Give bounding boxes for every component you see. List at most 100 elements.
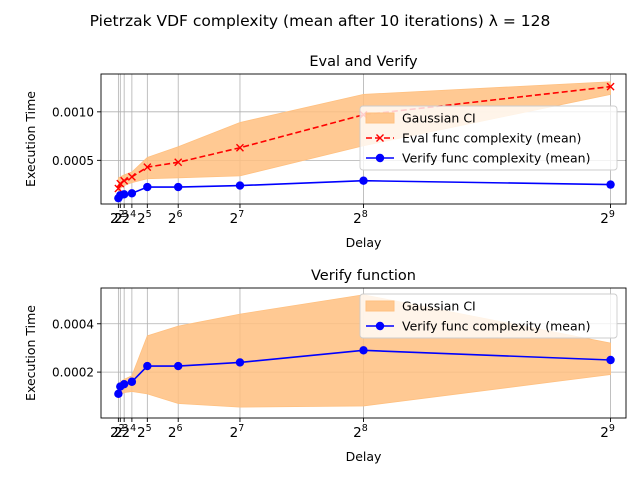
chart-title: Eval and Verify [309, 54, 418, 70]
x-tick-exponent: 3 [122, 209, 128, 220]
x-tick-exponent: 7 [238, 209, 244, 220]
x-tick-exponent: 5 [146, 209, 152, 220]
x-tick-base: 2 [114, 211, 123, 227]
y-tick-label: 0.0010 [52, 105, 94, 119]
x-tick-label: 23 [114, 423, 129, 441]
legend-label: Gaussian CI [402, 111, 476, 126]
data-point-x [235, 143, 244, 152]
x-tick-label: 27 [230, 423, 245, 441]
data-point [127, 189, 137, 198]
x-tick-base: 2 [168, 211, 177, 227]
y-tick-label: 0.0005 [52, 154, 94, 168]
data-point [174, 182, 183, 192]
x-tick-base: 2 [353, 211, 362, 227]
legend-label: Eval func complexity (mean) [402, 131, 581, 146]
x-tick-exponent: 4 [130, 209, 136, 220]
x-tick-label: 26 [168, 209, 183, 227]
x-tick-base: 2 [114, 211, 123, 227]
x-tick-exponent: 8 [362, 209, 368, 220]
x-tick-base: 2 [114, 425, 123, 441]
data-point [359, 176, 368, 185]
x-tick-exponent: 6 [176, 423, 182, 434]
data-point [119, 379, 129, 389]
x-tick-base: 2 [122, 211, 131, 227]
legend-frame [359, 293, 618, 339]
data-point-x [114, 184, 123, 193]
data-point [606, 180, 615, 189]
x-tick-exponent: 2 [119, 423, 125, 434]
x-tick-base: 2 [168, 425, 177, 441]
x-tick-label: 28 [353, 423, 368, 441]
x-tick-base: 2 [353, 425, 362, 441]
data-point-x [127, 172, 136, 181]
data-point-x [174, 158, 183, 167]
legend-marker [375, 153, 385, 163]
data-point [143, 182, 152, 192]
data-point-x [120, 176, 129, 185]
x-tick-label: 2 [114, 425, 123, 441]
data-point [606, 355, 615, 365]
figure-suptitle: Pietrzak VDF complexity (mean after 10 i… [90, 12, 551, 30]
x-axis-label: Delay [346, 449, 382, 464]
x-tick-label: 23 [114, 209, 129, 227]
x-tick-exponent: 3 [122, 423, 128, 434]
x-tick-exponent: 2 [119, 209, 125, 220]
x-tick-label: 2 [114, 211, 123, 227]
x-tick-base: 2 [114, 425, 123, 441]
x-tick-base: 2 [230, 425, 239, 441]
x-tick-base: 2 [122, 425, 131, 441]
x-tick-base: 2 [600, 211, 609, 227]
legend-marker-x [376, 134, 384, 142]
x-tick-exponent: 8 [362, 423, 368, 434]
x-tick-exponent: 9 [609, 209, 615, 220]
y-axis-label: Execution Time [23, 91, 38, 187]
x-tick-label: 25 [137, 209, 152, 227]
legend-marker [375, 321, 385, 331]
x-tick-base: 2 [110, 425, 119, 441]
data-point [127, 377, 137, 386]
y-tick-label: 0.0004 [52, 317, 94, 331]
x-tick-label: 29 [600, 423, 615, 441]
data-point [235, 181, 245, 190]
data-point [359, 346, 368, 355]
x-tick-exponent: 6 [176, 209, 182, 220]
legend-label: Verify func complexity (mean) [402, 151, 590, 166]
x-tick-exponent: 7 [238, 423, 244, 434]
x-tick-label: 24 [122, 209, 137, 227]
x-tick-exponent: 5 [146, 423, 152, 434]
x-tick-base: 2 [230, 211, 239, 227]
data-point [174, 361, 183, 371]
chart-title: Verify function [311, 268, 416, 284]
x-tick-label: 22 [110, 423, 125, 441]
legend-label: Verify func complexity (mean) [402, 319, 590, 334]
x-tick-base: 2 [110, 211, 119, 227]
x-tick-label: 24 [122, 423, 137, 441]
data-point [119, 190, 129, 199]
legend-swatch-band [365, 300, 395, 312]
x-tick-base: 2 [137, 425, 146, 441]
x-tick-label: 22 [110, 209, 125, 227]
y-tick-label: 0.0002 [52, 366, 94, 380]
data-point-x [606, 82, 615, 91]
data-point [114, 389, 123, 399]
x-tick-label: 25 [137, 423, 152, 441]
x-tick-base: 2 [137, 211, 146, 227]
y-axis-label: Execution Time [23, 305, 38, 401]
data-point [143, 361, 152, 371]
x-tick-base: 2 [600, 425, 609, 441]
x-tick-exponent: 4 [130, 423, 136, 434]
legend-label: Gaussian CI [402, 299, 476, 314]
data-point [235, 358, 245, 367]
legend-frame [359, 105, 618, 171]
x-tick-label: 27 [230, 209, 245, 227]
legend: Gaussian CI Eval func complexity (mean) Ve… [359, 105, 618, 171]
x-axis-label: Delay [346, 235, 382, 250]
legend-swatch-band [365, 112, 395, 124]
data-point-x [143, 163, 152, 172]
x-tick-label: 26 [168, 423, 183, 441]
x-tick-label: 29 [600, 209, 615, 227]
x-tick-exponent: 9 [609, 423, 615, 434]
